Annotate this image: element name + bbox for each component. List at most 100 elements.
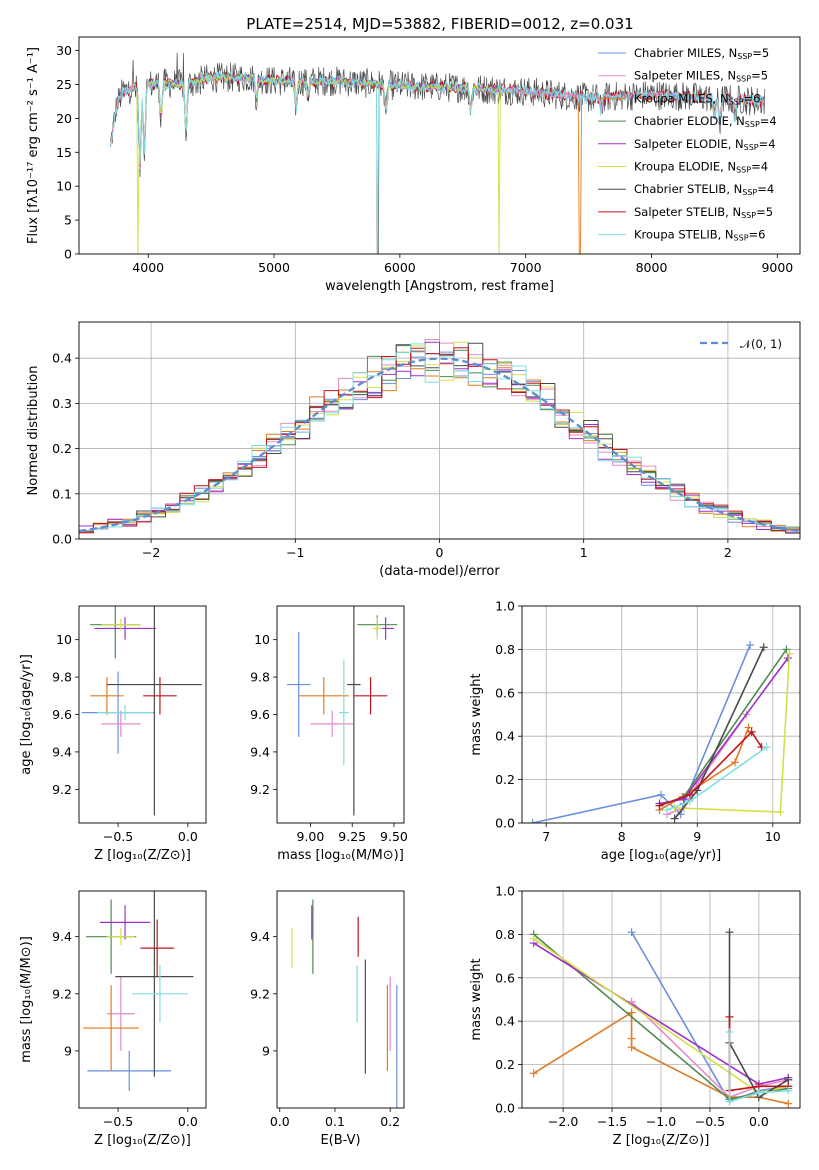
x-tick-label: 9.00 (296, 829, 324, 844)
x-tick-label: 0.0 (178, 1114, 198, 1129)
y-tick-label: 0.2 (495, 1057, 515, 1072)
y-tick-label: 0.2 (495, 772, 515, 787)
series-chabrier-miles (532, 644, 751, 823)
plot-area (287, 606, 398, 816)
y-tick-label: 9.4 (52, 929, 72, 944)
x-tick-label: 7 (542, 829, 550, 844)
legend-label: Chabrier ELODIE, NSSP=4 (634, 114, 777, 129)
legend-label: Kroupa MILES, NSSP=6 (634, 91, 760, 106)
x-axis-label: Z [log₁₀(Z/Z⊙)] (94, 1133, 191, 1148)
x-tick-label: 8 (618, 829, 626, 844)
series-salpeter-elodie (659, 657, 789, 805)
y-tick-label: 0.2 (52, 441, 72, 456)
y-tick-label: 0.0 (495, 1101, 515, 1116)
panel-mass-vs-Z: −0.5 0.0 9 9.2 9.4 Z [log₁₀(Z/Z⊙)] mass [log₁₀… (19, 890, 207, 1148)
y-tick-label: 0.6 (495, 970, 515, 985)
y-tick-label: 15 (56, 145, 72, 160)
x-axis-label: wavelength [Angstrom, rest frame] (325, 279, 554, 294)
y-tick-label: 9.6 (52, 707, 72, 722)
x-tick-label: 9 (693, 829, 701, 844)
histogram-salpeter-stelib (79, 347, 800, 533)
legend-label: Kroupa ELODIE, NSSP=4 (634, 160, 768, 175)
y-tick-label: 0.0 (495, 816, 515, 831)
series-chabrier-elodie (659, 648, 788, 807)
x-tick-label: −0.5 (695, 1114, 725, 1129)
x-tick-label: −1.0 (646, 1114, 676, 1129)
y-tick-label: 0.6 (495, 685, 515, 700)
x-tick-label: 9.25 (338, 829, 366, 844)
x-tick-label: 7000 (510, 260, 542, 275)
y-tick-label: 9.6 (250, 707, 270, 722)
x-tick-label: 0.1 (325, 1114, 345, 1129)
plot-area (529, 928, 793, 1108)
x-tick-label: 0 (436, 545, 444, 560)
y-tick-label: 0.4 (495, 729, 515, 744)
series-chabrier-elodie (533, 933, 789, 1101)
x-tick-label: −1.5 (597, 1114, 627, 1129)
legend-label: Chabrier STELIB, NSSP=4 (634, 182, 774, 197)
y-tick-label: 1.0 (495, 599, 515, 614)
plot-area (81, 606, 202, 816)
series-kroupa-miles (659, 727, 750, 811)
panel-residuals: −2 −1 0 1 2 0.0 0.1 0.2 0.3 0.4 (data-model)/error… (26, 321, 801, 579)
x-axis-label: age [log₁₀(age/yr)] (601, 848, 722, 863)
x-tick-label: 4000 (132, 260, 164, 275)
series-salpeter-miles (631, 1001, 789, 1098)
y-tick-label: 10 (254, 632, 270, 647)
x-axis-label: mass [log₁₀(M/M⊙)] (277, 848, 404, 863)
axes-frame (78, 36, 801, 255)
histogram-kroupa-stelib (79, 343, 800, 531)
y-tick-label: 20 (56, 111, 72, 126)
panel-age-vs-Z: −0.5 0.0 9.2 9.4 9.6 9.8 10 Z [log₁₀(Z/Z⊙)] age … (19, 605, 207, 863)
y-tick-label: 0.8 (495, 927, 515, 942)
x-tick-label: 0.0 (178, 829, 198, 844)
y-tick-label: 25 (56, 77, 72, 92)
y-tick-label: 9.2 (250, 986, 270, 1001)
y-tick-label: 9 (262, 1043, 270, 1058)
y-tick-label: 5 (64, 213, 72, 228)
y-tick-label: 10 (56, 179, 72, 194)
plot-area (83, 891, 194, 1091)
y-axis-label: Normed distribution (26, 366, 41, 496)
axes-frame (78, 890, 207, 1109)
y-tick-label: 9.4 (52, 744, 72, 759)
x-axis-label: (data-model)/error (379, 564, 500, 579)
series-kroupa-stelib (728, 1032, 789, 1103)
y-tick-label: 0.1 (52, 486, 72, 501)
x-tick-label: 5000 (258, 260, 290, 275)
panel-spectrum: 4000 5000 6000 7000 8000 9000 0 5 10 15 20 25 30 wave… (26, 36, 801, 294)
x-tick-label: 8000 (636, 260, 668, 275)
x-tick-label: 9.50 (380, 829, 408, 844)
y-axis-label: Flux [fλ10⁻¹⁷ erg cm⁻² s⁻¹ A⁻¹] (26, 47, 41, 244)
legend-label: Salpeter MILES, NSSP=5 (634, 69, 768, 84)
y-tick-label: 10 (56, 632, 72, 647)
axes-frame (276, 605, 405, 824)
y-tick-label: 9.4 (250, 929, 270, 944)
y-tick-label: 1.0 (495, 884, 515, 899)
plot-area (110, 52, 766, 254)
panel-mass-weight-vs-Z: −2.0 −1.5 −1.0 −0.5 0.0 0.0 0.2 0.4 0.6 0.8 1.0 Z [… (469, 884, 801, 1148)
y-tick-label: 0.8 (495, 642, 515, 657)
legend-label: 𝒩(0, 1) (740, 337, 782, 351)
y-tick-label: 30 (56, 43, 72, 58)
x-tick-label: −1 (286, 545, 304, 560)
y-tick-label: 0 (64, 247, 72, 262)
legend-label: Salpeter ELODIE, NSSP=4 (634, 137, 776, 152)
spectrum-line-kroupa-elodie (135, 74, 501, 254)
x-tick-label: 2 (724, 545, 732, 560)
x-axis-label: Z [log₁₀(Z/Z⊙)] (94, 848, 191, 863)
plot-area (528, 641, 794, 823)
y-tick-label: 0.4 (495, 1014, 515, 1029)
x-tick-label: 6000 (384, 260, 416, 275)
y-axis-label: age [log₁₀(age/yr)] (19, 654, 34, 775)
axes-frame (276, 890, 405, 1109)
series-salpeter-miles (666, 714, 748, 816)
y-axis-label: mass weight (469, 673, 484, 755)
x-tick-label: 0.2 (380, 1114, 400, 1129)
y-tick-label: 9 (64, 1043, 72, 1058)
x-tick-label: −0.5 (103, 1114, 133, 1129)
panel-age-vs-mass: 9.00 9.25 9.50 9.2 9.4 9.6 9.8 10 mass [log₁₀(M/… (250, 605, 408, 863)
legend-label: Salpeter STELIB, NSSP=5 (634, 205, 773, 220)
spectrum-line-kroupa-stelib (110, 71, 765, 254)
x-tick-label: 10 (765, 829, 781, 844)
